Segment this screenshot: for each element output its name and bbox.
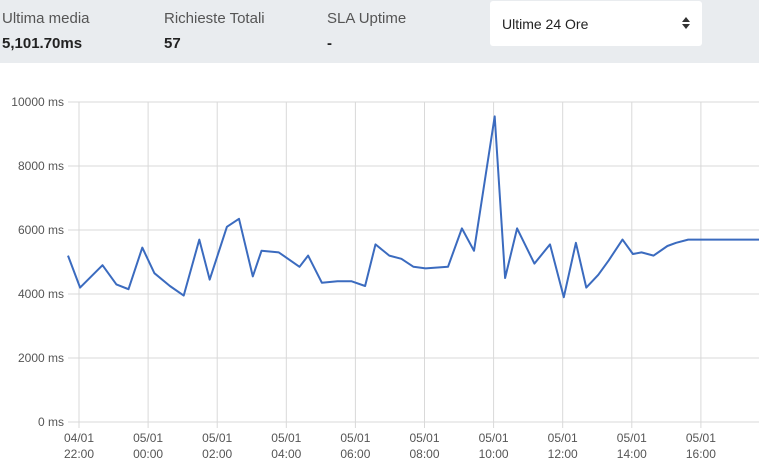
- y-tick-label: 4000 ms: [18, 287, 64, 301]
- time-range-select[interactable]: Ultime 24 Ore: [490, 1, 702, 46]
- stat-sla: SLA Uptime -: [327, 10, 406, 53]
- y-tick-label: 2000 ms: [18, 351, 64, 365]
- x-tick-date: 05/01: [548, 431, 578, 445]
- x-tick-time: 08:00: [409, 447, 439, 461]
- x-tick-date: 05/01: [409, 431, 439, 445]
- x-tick-date: 04/01: [64, 431, 94, 445]
- x-tick-time: 16:00: [686, 447, 716, 461]
- x-tick-date: 05/01: [479, 431, 509, 445]
- chart-svg: 0 ms 2000 ms 4000 ms 6000 ms 8000 ms 10000 ms…: [11, 95, 759, 461]
- x-tick-time: 22:00: [64, 447, 94, 461]
- series-line: [67, 115, 759, 299]
- x-tick-date: 05/01: [686, 431, 716, 445]
- stat-average-label: Ultima media: [2, 10, 90, 27]
- y-tick-label: 10000 ms: [11, 95, 64, 109]
- stat-requests-label: Richieste Totali: [164, 10, 265, 27]
- x-tick-time: 02:00: [202, 447, 232, 461]
- x-tick-time: 12:00: [548, 447, 578, 461]
- stat-average: Ultima media 5,101.70ms: [2, 10, 90, 53]
- x-tick-time: 04:00: [271, 447, 301, 461]
- x-tick-time: 00:00: [133, 447, 163, 461]
- x-tick-date: 05/01: [202, 431, 232, 445]
- stat-requests-value: 57: [164, 35, 181, 52]
- stat-sla-value: -: [327, 35, 332, 52]
- y-tick-label: 8000 ms: [18, 159, 64, 173]
- stats-bar: Ultima media 5,101.70ms Richieste Totali…: [0, 0, 759, 63]
- sort-caret-icon: [682, 17, 690, 29]
- response-time-chart: 0 ms 2000 ms 4000 ms 6000 ms 8000 ms 10000 ms…: [0, 63, 759, 463]
- x-tick-time: 06:00: [340, 447, 370, 461]
- stat-average-value: 5,101.70ms: [2, 35, 83, 52]
- y-tick-label: 0 ms: [38, 415, 64, 429]
- y-tick-label: 6000 ms: [18, 223, 64, 237]
- x-tick-date: 05/01: [617, 431, 647, 445]
- stat-sla-label: SLA Uptime: [327, 10, 407, 27]
- x-tick-date: 05/01: [271, 431, 301, 445]
- x-tick-date: 05/01: [133, 431, 163, 445]
- time-range-value: Ultime 24 Ore: [502, 15, 589, 32]
- x-tick-date: 05/01: [340, 431, 370, 445]
- stat-requests: Richieste Totali 57: [164, 10, 265, 53]
- x-tick-time: 14:00: [617, 447, 647, 461]
- x-tick-time: 10:00: [479, 447, 509, 461]
